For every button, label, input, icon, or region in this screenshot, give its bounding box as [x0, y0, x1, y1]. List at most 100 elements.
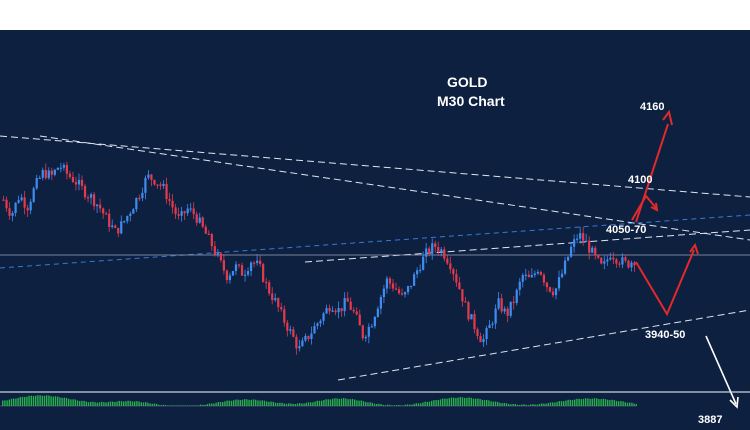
oscillator-bar [541, 403, 543, 406]
candle-body [524, 274, 527, 276]
oscillator-bar [543, 403, 545, 406]
oscillator-bar [57, 396, 59, 406]
candle-body [8, 208, 11, 216]
oscillator-bar [277, 403, 279, 406]
candle-body [449, 263, 452, 270]
oscillator-bar [70, 399, 72, 406]
oscillator-bar [347, 399, 349, 406]
candle-body [518, 281, 521, 290]
oscillator-bar [604, 399, 607, 406]
oscillator-bar [329, 399, 332, 406]
candle-body [431, 243, 434, 254]
oscillator-bar [19, 397, 21, 406]
candle-body [473, 314, 476, 330]
candle-body [198, 217, 201, 223]
candle-body [397, 289, 401, 294]
oscillator-bar [523, 404, 525, 406]
oscillator-bar [497, 401, 499, 406]
candle-body [213, 246, 216, 255]
oscillator-bar [626, 402, 629, 406]
candle-body [509, 301, 512, 316]
candle-body [618, 263, 621, 265]
candle-body [458, 282, 461, 290]
candle-body [259, 260, 262, 265]
candle-body [147, 174, 150, 178]
oscillator-bar [336, 398, 338, 406]
oscillator-bar [112, 401, 114, 406]
oscillator-bar [74, 399, 76, 406]
candle-body [627, 260, 630, 268]
oscillator-bar [387, 404, 389, 406]
candle-body [488, 324, 491, 329]
oscillator-bar [519, 404, 521, 406]
oscillator-bar [620, 401, 622, 406]
oscillator-bar [213, 403, 215, 406]
candle-body [237, 264, 241, 266]
candle-body [409, 285, 413, 288]
candle-body [373, 316, 376, 327]
candle-body [301, 340, 304, 347]
candle-body [286, 322, 289, 331]
candle-body [557, 277, 561, 289]
oscillator-bar [274, 402, 277, 406]
candle-body [307, 335, 310, 339]
oscillator-bar [244, 399, 246, 406]
oscillator-bar [505, 403, 508, 406]
oscillator-bar [435, 400, 437, 406]
level-labels: GOLD M30 Chart 4160 4100 4050-70 3940-50… [437, 74, 722, 426]
candle-body [615, 259, 618, 264]
oscillator-bar [296, 403, 299, 406]
candle-body [201, 217, 204, 227]
arrowhead-3887 [729, 396, 739, 409]
oscillator-bar [464, 397, 466, 406]
candle-body [304, 335, 307, 341]
candle-body [563, 260, 567, 274]
candle-body [65, 164, 69, 174]
candle-body [425, 248, 428, 257]
candle-body [89, 194, 93, 198]
oscillator-bar [602, 398, 604, 406]
oscillator-bar [140, 402, 142, 406]
candle-body [530, 275, 533, 278]
oscillator-bar [263, 400, 266, 406]
oscillator-bar [241, 399, 244, 406]
oscillator-bar [538, 403, 541, 406]
oscillator-bar [635, 404, 637, 406]
candle-body [376, 308, 379, 317]
oscillator-bar [134, 401, 136, 406]
oscillator-bar [360, 400, 362, 406]
oscillator-bar [257, 400, 259, 406]
candle-body [153, 179, 156, 185]
oscillator-bar [272, 401, 274, 406]
oscillator-bar [563, 401, 565, 406]
oscillator-bar [327, 399, 329, 406]
oscillator-bar [301, 403, 303, 406]
candle-body [189, 208, 192, 210]
candle-body [560, 273, 564, 278]
oscillator-bar [248, 399, 250, 406]
candle-body [416, 270, 419, 275]
candle-body [476, 329, 479, 337]
candle-body [171, 200, 174, 208]
candle-body [132, 209, 135, 214]
oscillator-bar [283, 403, 285, 406]
oscillator-bar [354, 399, 356, 406]
level-label-3940-50: 3940-50 [645, 329, 685, 341]
candle-body [482, 339, 485, 343]
candle-body [503, 308, 506, 312]
candle-body [26, 207, 29, 211]
candle-body [340, 308, 343, 312]
oscillator-bar [380, 404, 382, 406]
oscillator-bar [549, 402, 552, 406]
candle-body [141, 192, 144, 199]
candle-body [331, 310, 334, 312]
level-label-3887: 3887 [698, 414, 722, 426]
oscillator-bar [120, 401, 123, 406]
oscillator-bar [404, 404, 406, 406]
candle-body [621, 257, 624, 265]
oscillator-bar [580, 399, 582, 406]
candle-body [38, 177, 41, 180]
oscillator-bar [598, 399, 600, 406]
oscillator-bar [50, 396, 52, 406]
oscillator-bar [558, 401, 560, 406]
